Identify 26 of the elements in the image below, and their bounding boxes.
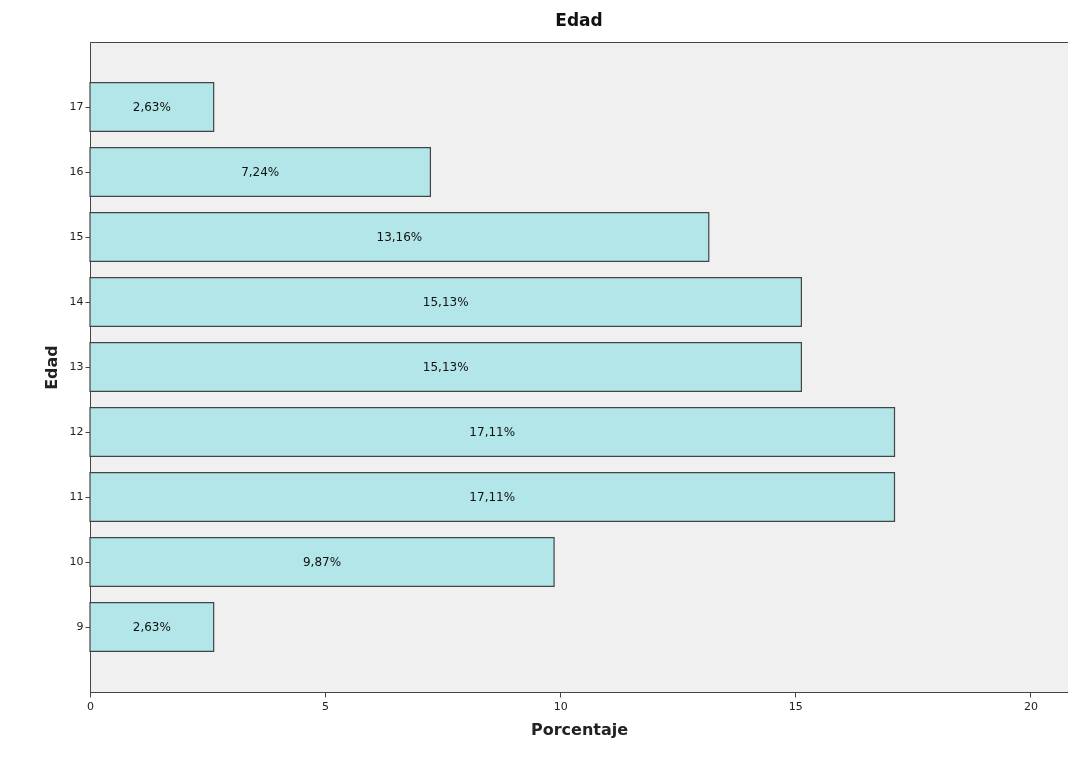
x-tick-label: 15	[788, 699, 803, 713]
y-tick-label: 11	[69, 490, 84, 503]
data-label: 13,16%	[376, 230, 423, 244]
y-tick-label: 12	[69, 425, 84, 438]
y-tick-label: 9	[76, 620, 84, 633]
chart-title: Edad	[555, 10, 603, 30]
y-tick-label: 15	[69, 230, 84, 243]
data-label: 2,63%	[132, 100, 171, 114]
x-tick-label: 10	[553, 699, 568, 713]
y-tick-label: 16	[69, 165, 84, 178]
y-tick-label: 10	[69, 555, 84, 568]
data-label: 15,13%	[422, 360, 469, 374]
x-axis-title: Porcentaje	[530, 719, 629, 739]
data-label: 15,13%	[422, 295, 469, 309]
x-tick-label: 0	[87, 699, 94, 713]
y-tick-label: 14	[69, 295, 84, 308]
data-label: 9,87%	[302, 555, 342, 569]
y-tick-label: 13	[69, 360, 84, 373]
x-tick-label: 5	[322, 699, 330, 713]
y-axis-title: Edad	[41, 345, 61, 390]
data-label: 2,63%	[132, 620, 171, 634]
y-tick-label: 17	[69, 100, 84, 113]
data-label: 17,11%	[469, 490, 516, 504]
data-label: 7,24%	[241, 165, 280, 179]
data-label: 17,11%	[469, 425, 516, 439]
x-tick-label: 20	[1023, 699, 1038, 713]
